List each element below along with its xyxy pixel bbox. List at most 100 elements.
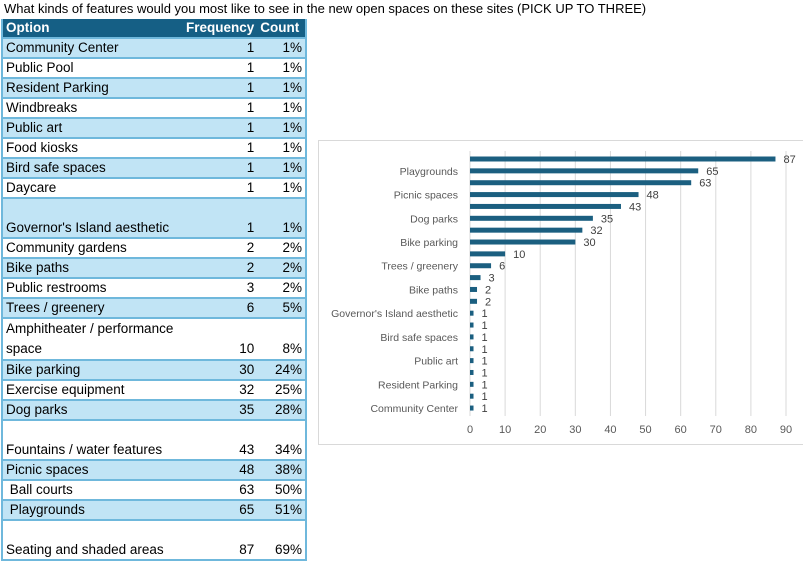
cell-option[interactable]: Ball courts <box>2 480 183 501</box>
cell-count[interactable]: 1% <box>257 58 306 79</box>
cell-option[interactable]: Bike paths <box>2 258 183 279</box>
cell-option[interactable]: Community Center <box>2 38 183 59</box>
cell-count[interactable]: 1% <box>257 78 306 99</box>
table-row: Playgrounds 65 51% <box>2 500 306 521</box>
x-tick-label: 50 <box>639 424 651 436</box>
cell-option[interactable]: Windbreaks <box>2 98 183 119</box>
cell-count[interactable]: 51% <box>257 500 306 521</box>
bar <box>470 405 474 411</box>
cell-frequency[interactable]: 1 <box>183 118 258 139</box>
category-label: Trees / greenery <box>381 261 458 273</box>
cell-option[interactable]: Fountains / water features <box>2 420 183 461</box>
data-label: 65 <box>706 166 718 178</box>
cell-count[interactable]: 8% <box>257 318 306 361</box>
table-row: Dog parks 35 28% <box>2 400 306 421</box>
table-row: Exercise equipment 32 25% <box>2 380 306 401</box>
cell-frequency[interactable]: 1 <box>183 198 258 239</box>
cell-count[interactable]: 1% <box>257 118 306 139</box>
cell-option[interactable]: Exercise equipment <box>2 380 183 401</box>
cell-count[interactable]: 2% <box>257 238 306 259</box>
cell-frequency[interactable]: 87 <box>183 520 258 561</box>
cell-frequency[interactable]: 32 <box>183 380 258 401</box>
cell-frequency[interactable]: 1 <box>183 178 258 199</box>
x-tick-label: 60 <box>675 424 687 436</box>
cell-frequency[interactable]: 2 <box>183 238 258 259</box>
cell-frequency[interactable]: 65 <box>183 500 258 521</box>
bar <box>470 286 478 292</box>
cell-frequency[interactable]: 30 <box>183 360 258 381</box>
cell-frequency[interactable]: 3 <box>183 278 258 299</box>
cell-count[interactable]: 1% <box>257 198 306 239</box>
cell-frequency[interactable]: 1 <box>183 78 258 99</box>
cell-count[interactable]: 1% <box>257 98 306 119</box>
bar <box>470 156 776 162</box>
cell-frequency[interactable]: 35 <box>183 400 258 421</box>
table-row: Community gardens 2 2% <box>2 238 306 259</box>
cell-count[interactable]: 2% <box>257 258 306 279</box>
cell-count[interactable]: 50% <box>257 480 306 501</box>
cell-frequency[interactable]: 48 <box>183 460 258 481</box>
cell-frequency[interactable]: 10 <box>183 318 258 361</box>
table-row: Resident Parking 1 1% <box>2 78 306 99</box>
table-row: Community Center 1 1% <box>2 38 306 59</box>
cell-count[interactable]: 69% <box>257 520 306 561</box>
cell-frequency[interactable]: 1 <box>183 98 258 119</box>
cell-option[interactable]: Bike parking <box>2 360 183 381</box>
cell-option[interactable]: Food kiosks <box>2 138 183 159</box>
cell-option[interactable]: Public art <box>2 118 183 139</box>
table-row: Governor's Island aesthetic 1 1% <box>2 198 306 239</box>
cell-option[interactable]: Public Pool <box>2 58 183 79</box>
bar <box>470 227 583 233</box>
cell-count[interactable]: 28% <box>257 400 306 421</box>
x-tick-label: 10 <box>499 424 511 436</box>
cell-count[interactable]: 2% <box>257 278 306 299</box>
data-label: 30 <box>583 237 595 249</box>
cell-frequency[interactable]: 1 <box>183 138 258 159</box>
header-count[interactable]: Count <box>257 19 306 39</box>
bar <box>470 275 481 281</box>
bar <box>470 322 474 328</box>
table-row: Daycare 1 1% <box>2 178 306 199</box>
header-option[interactable]: Option <box>2 19 183 39</box>
cell-option[interactable]: Trees / greenery <box>2 298 183 319</box>
header-frequency[interactable]: Frequency <box>183 19 258 39</box>
cell-frequency[interactable]: 63 <box>183 480 258 501</box>
cell-option[interactable]: Playgrounds <box>2 500 183 521</box>
cell-frequency[interactable]: 43 <box>183 420 258 461</box>
category-label: Resident Parking <box>378 379 458 391</box>
data-label: 2 <box>485 296 491 308</box>
bar <box>470 369 474 375</box>
cell-option[interactable]: Dog parks <box>2 400 183 421</box>
bar <box>470 358 474 364</box>
cell-option[interactable]: Public restrooms <box>2 278 183 299</box>
cell-count[interactable]: 24% <box>257 360 306 381</box>
data-label: 1 <box>482 379 488 391</box>
cell-option[interactable]: Amphitheater / performance space <box>2 318 183 361</box>
cell-count[interactable]: 1% <box>257 38 306 59</box>
cell-count[interactable]: 25% <box>257 380 306 401</box>
cell-count[interactable]: 1% <box>257 158 306 179</box>
cell-frequency[interactable]: 1 <box>183 38 258 59</box>
table-row: Bike parking 30 24% <box>2 360 306 381</box>
table-row: Food kiosks 1 1% <box>2 138 306 159</box>
x-tick-label: 0 <box>467 424 473 436</box>
cell-option[interactable]: Picnic spaces <box>2 460 183 481</box>
cell-frequency[interactable]: 2 <box>183 258 258 279</box>
x-tick-label: 80 <box>745 424 757 436</box>
cell-count[interactable]: 38% <box>257 460 306 481</box>
cell-count[interactable]: 1% <box>257 138 306 159</box>
bar <box>470 239 576 245</box>
cell-option[interactable]: Bird safe spaces <box>2 158 183 179</box>
cell-option[interactable]: Community gardens <box>2 238 183 259</box>
cell-count[interactable]: 1% <box>257 178 306 199</box>
cell-count[interactable]: 5% <box>257 298 306 319</box>
cell-option[interactable]: Seating and shaded areas <box>2 520 183 561</box>
cell-count[interactable]: 34% <box>257 420 306 461</box>
cell-frequency[interactable]: 1 <box>183 58 258 79</box>
cell-option[interactable]: Daycare <box>2 178 183 199</box>
bar-chart[interactable]: 0 10 20 30 40 50 60 70 80 90 1 Community Center 1 1 Re… <box>318 140 803 445</box>
cell-option[interactable]: Governor's Island aesthetic <box>2 198 183 239</box>
cell-frequency[interactable]: 1 <box>183 158 258 179</box>
cell-option[interactable]: Resident Parking <box>2 78 183 99</box>
cell-frequency[interactable]: 6 <box>183 298 258 319</box>
